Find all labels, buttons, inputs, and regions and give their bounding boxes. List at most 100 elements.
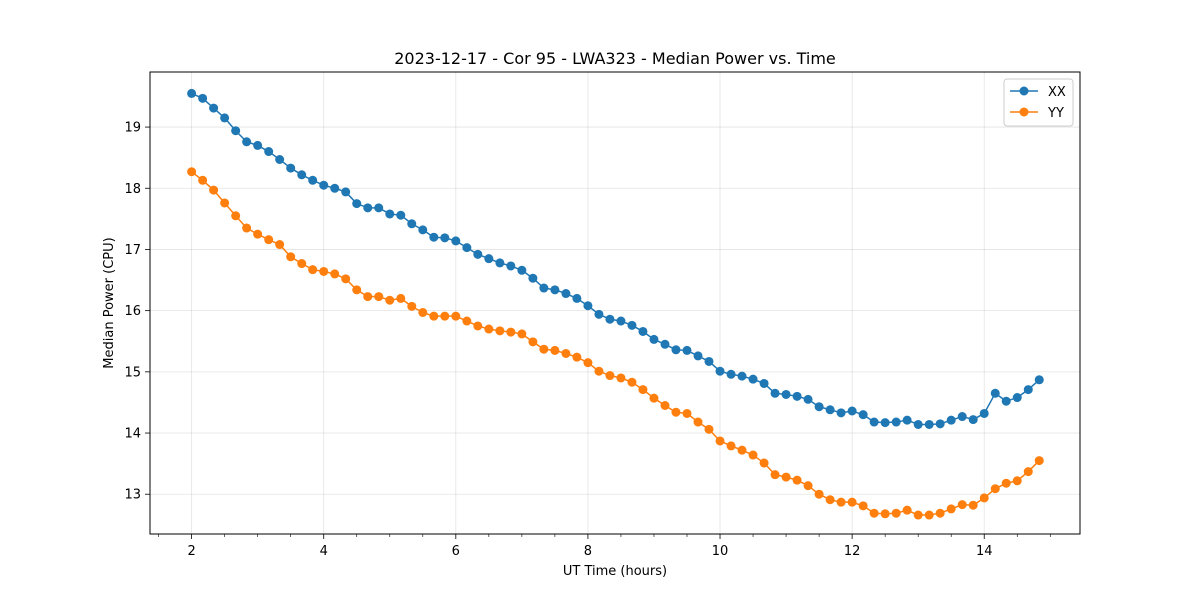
data-point-yy [957,500,967,510]
data-point-xx [594,309,604,319]
legend-label-xx: XX [1048,85,1066,100]
data-point-yy [825,495,835,505]
data-point-xx [671,345,681,355]
data-point-xx [264,147,274,157]
y-tick-label: 17 [124,243,141,258]
data-point-xx [583,301,593,311]
chart-title: 2023-12-17 - Cor 95 - LWA323 - Median Po… [394,49,836,68]
data-point-xx [528,273,538,283]
data-point-xx [1023,385,1033,395]
data-point-yy [990,484,1000,494]
data-point-yy [671,407,681,417]
data-point-xx [451,236,461,246]
data-point-xx [869,417,879,427]
series-line-xx [191,92,1040,426]
data-point-xx [715,366,725,376]
data-point-yy [858,501,868,511]
data-point-yy [946,504,956,514]
legend-xx-marker [1019,86,1029,96]
data-point-xx [1001,396,1011,406]
data-point-xx [550,285,560,295]
y-tick-label: 18 [124,182,141,197]
data-point-yy [341,274,351,284]
data-point-yy [869,508,879,518]
series-xx [187,88,1044,429]
data-point-yy [330,269,340,279]
data-point-yy [319,266,329,276]
data-point-yy [429,311,439,321]
data-point-yy [924,510,934,520]
data-point-yy [693,417,703,427]
data-point-xx [880,418,890,428]
y-tick-label: 14 [124,427,141,442]
y-tick-label: 13 [124,488,141,503]
data-point-yy [462,316,472,326]
data-point-yy [979,493,989,503]
data-point-xx [627,320,637,330]
legend-yy-marker [1019,107,1029,117]
data-point-xx [803,394,813,404]
data-point-yy [484,324,494,334]
x-tick-label: 10 [712,544,729,559]
data-point-yy [847,497,857,507]
data-point-yy [297,259,307,269]
data-point-yy [814,489,824,499]
data-point-yy [198,175,208,185]
data-point-xx [902,415,912,425]
data-point-yy [605,371,615,381]
data-point-yy [704,424,714,434]
data-point-yy [440,311,450,321]
data-point-yy [264,235,274,245]
data-point-yy [1023,467,1033,477]
data-point-yy [638,385,648,395]
data-point-xx [935,419,945,429]
data-point-yy [528,337,538,347]
data-point-yy [550,345,560,355]
data-point-xx [693,351,703,361]
data-point-xx [539,283,549,293]
data-point-xx [462,243,472,253]
data-point-yy [1001,478,1011,488]
x-tick-label: 2 [187,544,195,559]
data-point-xx [792,391,802,401]
data-point-xx [913,419,923,429]
data-point-yy [913,510,923,520]
data-point-yy [275,240,285,250]
data-point-yy [495,326,505,336]
data-point-yy [803,481,813,491]
data-point-xx [957,412,967,422]
data-point-yy [594,366,604,376]
data-point-yy [539,344,549,354]
legend-label-yy: YY [1047,106,1064,121]
data-point-xx [968,415,978,425]
data-point-yy [682,408,692,418]
data-point-xx [429,232,439,242]
data-point-xx [352,199,362,209]
data-point-xx [924,419,934,429]
data-point-xx [330,183,340,193]
series-layer [187,88,1044,520]
data-point-yy [660,400,670,410]
x-tick-label: 6 [452,544,460,559]
data-point-xx [649,334,659,344]
data-point-xx [308,175,318,185]
data-point-yy [880,509,890,519]
grid-layer [150,72,1080,534]
data-point-yy [770,470,780,480]
x-tick-label: 12 [844,544,861,559]
data-point-yy [572,352,582,362]
data-point-yy [407,301,417,311]
data-point-yy [473,321,483,331]
data-point-xx [341,187,351,197]
data-point-yy [1034,456,1044,466]
legend: XX YY [1003,78,1074,127]
series-yy [187,167,1044,520]
data-point-xx [946,415,956,425]
data-point-xx [220,113,230,123]
data-point-xx [484,254,494,264]
data-point-yy [715,436,725,446]
data-point-yy [968,500,978,510]
data-point-yy [506,327,516,337]
data-point-xx [1034,375,1044,385]
